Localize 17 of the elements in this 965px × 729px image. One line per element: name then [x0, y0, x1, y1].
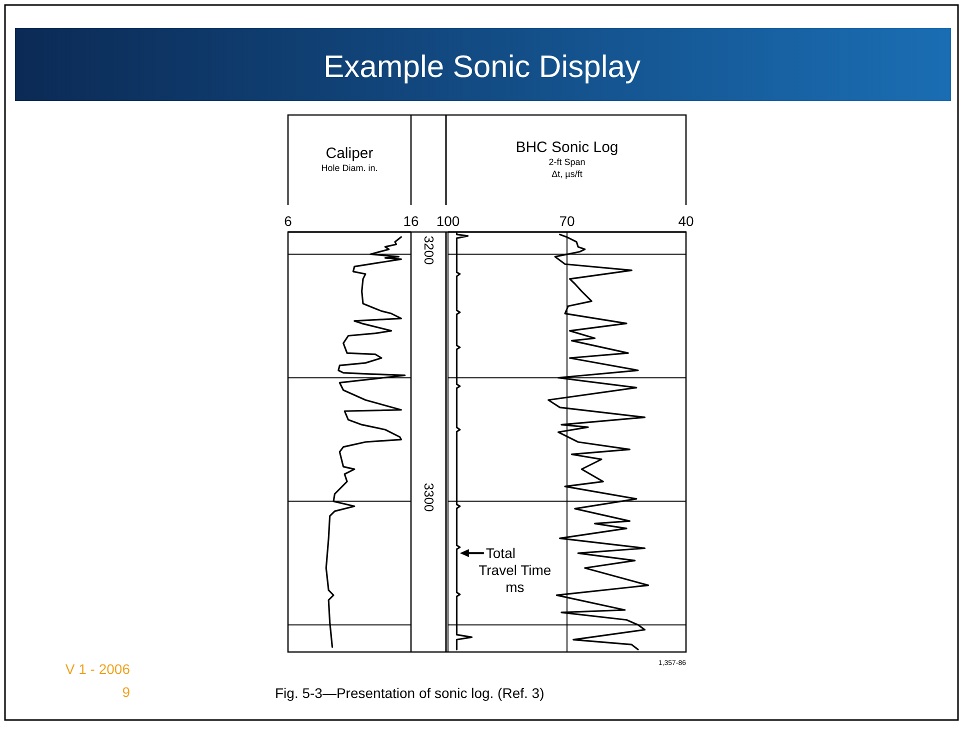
caption: Fig. 5-3—Presentation of sonic log. (Ref. 3) — [275, 685, 544, 701]
text: Example Sonic Display — [323, 49, 642, 84]
x-tick-label: 100 — [436, 213, 460, 229]
x-tick-label: 6 — [284, 213, 292, 229]
chart-title: Caliper — [326, 145, 374, 162]
y-tick-label: 3300 — [422, 482, 437, 512]
x-tick-label: 16 — [403, 213, 419, 229]
x-tick-label: 70 — [559, 213, 575, 229]
text: 9 — [122, 684, 130, 700]
x-axis-title: Hole Diam. in. — [321, 163, 378, 173]
x-tick-label: 40 — [678, 213, 694, 229]
x-axis-title: Δt, µs/ft — [552, 169, 583, 179]
text: V 1 - 2006 — [65, 661, 130, 677]
y-tick-label: 3200 — [422, 236, 437, 265]
annotation: Total Travel Time ms — [478, 545, 552, 596]
chart-title: BHC Sonic Log — [516, 139, 618, 156]
chart-subtitle: 2-ft Span — [548, 157, 586, 167]
